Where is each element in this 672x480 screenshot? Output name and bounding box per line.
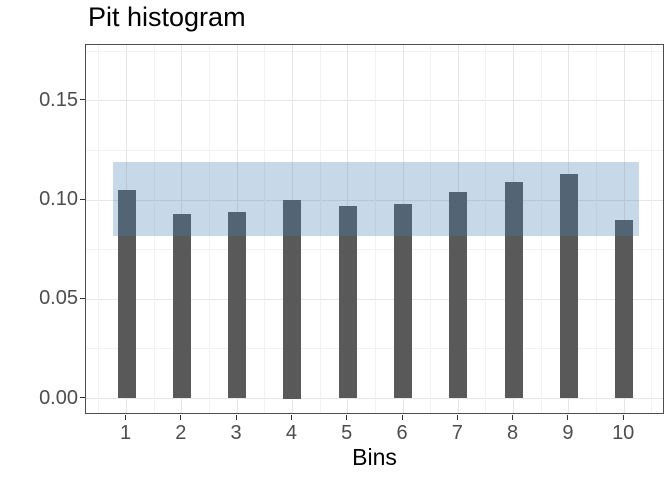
gridline-minor-x [264, 45, 266, 413]
x-axis-tick-label: 10 [612, 422, 635, 444]
histogram-bar [394, 203, 412, 399]
x-axis-tick-label: 5 [341, 422, 353, 444]
x-axis-tick-label: 3 [230, 422, 242, 444]
histogram-bar [449, 192, 468, 399]
x-axis-tick-label: 2 [175, 422, 187, 444]
y-axis-tick-label: 0.15 [39, 88, 78, 111]
histogram-bar [117, 190, 136, 399]
y-axis-tick-label: 0.10 [39, 188, 78, 210]
gridline-minor-y [86, 348, 663, 350]
y-axis-tick-label: 0.05 [39, 287, 78, 310]
gridline-minor-x [319, 45, 321, 413]
x-axis-tick-label: 8 [507, 422, 519, 444]
histogram-bar [504, 182, 523, 399]
gridline-minor-x [374, 45, 376, 413]
gridline-major-y [86, 199, 663, 201]
x-axis-tick [567, 415, 569, 420]
x-axis-tick [622, 415, 624, 420]
histogram-bar [559, 174, 578, 399]
x-axis-tick [401, 415, 403, 420]
y-axis-tick-label: 0.00 [39, 386, 78, 409]
gridline-minor-x [485, 45, 487, 413]
plot-panel [85, 44, 664, 414]
histogram-bar [338, 205, 357, 399]
histogram-bar [283, 200, 302, 399]
x-axis-tick-label: 6 [396, 422, 408, 444]
histogram-bar [228, 211, 247, 399]
x-axis-tick-label: 7 [451, 422, 463, 444]
gridline-minor-x [430, 45, 432, 413]
histogram-bar [172, 213, 191, 399]
x-axis-tick [180, 415, 182, 420]
x-axis-tick [125, 415, 126, 420]
gridline-minor-x [596, 45, 598, 413]
histogram-bar [615, 219, 634, 399]
x-axis-tick-label: 1 [119, 422, 132, 444]
x-axis-tick [346, 415, 348, 420]
gridline-major-y [86, 298, 663, 300]
y-axis-tick [80, 397, 85, 398]
x-axis-title: Bins [352, 444, 397, 470]
x-axis-tick [235, 415, 237, 420]
x-axis-tick-label: 9 [562, 422, 574, 444]
gridline-minor-x [153, 45, 155, 413]
gridline-minor-x [540, 45, 542, 413]
x-axis-tick [290, 415, 292, 420]
gridline-minor-y [86, 249, 663, 251]
x-axis-tick [512, 415, 514, 420]
gridline-major-y [86, 100, 663, 102]
gridline-minor-y [86, 149, 663, 151]
y-axis-tick [80, 198, 85, 200]
y-axis-tick [80, 99, 85, 101]
y-axis-tick [80, 297, 85, 299]
gridline-major-y [86, 398, 663, 399]
chart-title: Pit histogram [88, 2, 246, 32]
gridline-minor-y [86, 50, 663, 52]
x-axis-tick-label: 4 [285, 422, 297, 444]
confidence-band [113, 162, 639, 236]
x-axis-tick [456, 415, 458, 420]
gridline-minor-x [651, 45, 653, 413]
gridline-minor-x [208, 45, 210, 413]
gridline-minor-x [98, 45, 100, 413]
